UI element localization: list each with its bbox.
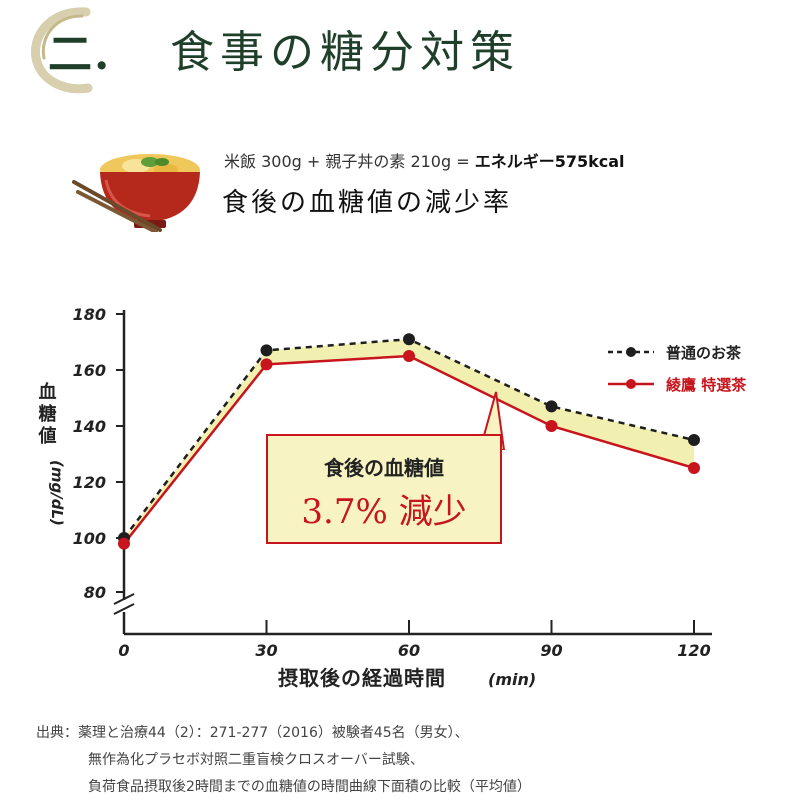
callout-heading: 食後の血糖値	[324, 456, 444, 480]
series-1-point	[545, 420, 558, 432]
meal-energy: エネルギー575kcal	[474, 152, 625, 171]
meal-ingredients: 米飯 300g + 親子丼の素 210g =	[224, 152, 475, 171]
x-axis-unit: (min)	[488, 670, 536, 689]
chart-subtitle: 食後の血糖値の減少率	[222, 188, 513, 218]
source-citation: 出典：薬理と治療44（2）：271-277（2016）被験者45名（男女）、 無…	[36, 720, 531, 801]
y-tick-label: 80	[84, 583, 106, 602]
x-tick-label: 60	[398, 641, 420, 660]
y-axis-title: 血糖値	[36, 381, 58, 448]
source-line-2: 無作為化プラセボ対照二重盲検クロスオーバー試験、	[88, 752, 424, 768]
section-numeral: 二.	[48, 29, 112, 80]
legend-label-regular: 普通のお茶	[666, 344, 742, 362]
y-tick-label: 180	[73, 305, 106, 324]
series-0-point	[688, 434, 700, 446]
brush-circle-icon	[30, 7, 93, 94]
x-tick-label: 90	[540, 641, 562, 660]
legend: 普通のお茶 綾鷹 特選茶	[608, 344, 747, 394]
x-axis-title: 摂取後の経過時間	[278, 666, 446, 690]
legend-dot-regular	[626, 347, 636, 357]
meal-formula: 米飯 300g + 親子丼の素 210g = エネルギー575kcal	[224, 148, 625, 172]
y-tick-label: 140	[73, 417, 106, 436]
series-1-point	[260, 358, 273, 371]
axis-break-mark-1	[113, 593, 135, 605]
x-tick-label: 120	[677, 641, 710, 660]
legend-label-ayataka: 綾鷹 特選茶	[666, 376, 747, 394]
series-0-point	[545, 400, 558, 413]
source-line-1: 出典：薬理と治療44（2）：271-277（2016）被験者45名（男女）、	[36, 725, 469, 741]
series-1-point	[403, 350, 415, 362]
x-tick-label: 30	[255, 641, 277, 660]
series-1-point	[118, 537, 130, 550]
series-0-point	[260, 344, 273, 357]
axis-break-mark-2	[113, 603, 135, 615]
oyakodon-bowl-icon	[72, 154, 200, 232]
callout-value: 3.7% 減少	[301, 492, 467, 532]
y-axis-unit: (mg/dL)	[48, 460, 66, 526]
source-line-3: 負荷食品摂取後2時間までの血糖値の時間曲線下面積の比較（平均値）	[88, 779, 531, 795]
y-tick-label: 120	[73, 473, 106, 492]
y-tick-label: 100	[73, 529, 106, 548]
page-title: 食事の糖分対策	[170, 27, 520, 78]
series-1-point	[688, 462, 700, 474]
header: 二. 食事の糖分対策	[0, 0, 800, 100]
x-tick-label: 0	[118, 641, 129, 660]
reduction-callout: 食後の血糖値 3.7% 減少	[266, 434, 502, 544]
y-tick-label: 160	[73, 361, 106, 380]
legend-dot-ayataka	[626, 379, 636, 389]
series-0-point	[403, 333, 415, 346]
blood-glucose-chart: 80 100 120 140 160 180 0 30 60 90 120 血糖値 (mg/dL)…	[36, 305, 748, 690]
